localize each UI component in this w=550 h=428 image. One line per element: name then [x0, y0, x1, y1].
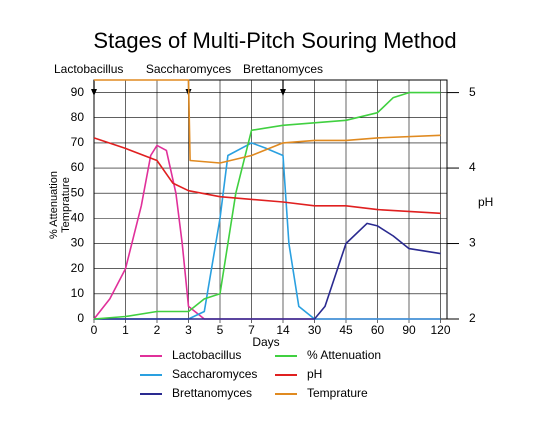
- y-tick-label: 80: [71, 110, 85, 124]
- y2-tick-label: 4: [469, 160, 476, 174]
- y-axis-label: % Attenuation: [48, 171, 60, 239]
- legend-label: Saccharomyces: [172, 367, 257, 381]
- plot-frame: [93, 79, 448, 320]
- y-tick-label: 40: [71, 211, 85, 225]
- y2-tick-label: 3: [469, 236, 476, 250]
- x-tick-label: 14: [276, 323, 290, 337]
- legend-label: % Attenuation: [307, 348, 381, 362]
- x-tick-label: 7: [248, 323, 255, 337]
- y2-axis-label: pH: [478, 195, 493, 209]
- line: [94, 79, 441, 164]
- x-tick-label: 60: [371, 323, 385, 337]
- y-tick-label: 60: [71, 160, 85, 174]
- line: [94, 142, 441, 320]
- x-tick-label: 5: [217, 323, 224, 337]
- x-tick-label: 45: [339, 323, 353, 337]
- y-tick-label: 70: [71, 135, 85, 149]
- x-tick-label: 90: [402, 323, 416, 337]
- chart-title: Stages of Multi-Pitch Souring Method: [93, 28, 456, 53]
- legend-label: pH: [307, 367, 322, 381]
- legend-label: Lactobacillus: [172, 348, 241, 362]
- x-tick-label: 3: [185, 323, 192, 337]
- annotation: Lactobacillus: [54, 62, 123, 76]
- y-tick-label: 20: [71, 261, 85, 275]
- legend-label: Temprature: [307, 386, 368, 400]
- annotation-arrowhead: [280, 89, 286, 96]
- y-tick-label: 0: [77, 311, 84, 325]
- y2-tick-label: 5: [469, 85, 476, 99]
- x-tick-label: 1: [122, 323, 129, 337]
- line: [93, 137, 441, 215]
- annotation-arrowhead: [91, 89, 97, 96]
- y-tick-label: 50: [71, 185, 85, 199]
- line: [94, 222, 441, 320]
- legend-label: Brettanomyces: [172, 386, 252, 400]
- x-tick-label: 30: [308, 323, 322, 337]
- x-axis-label: Days: [252, 335, 279, 349]
- x-tick-label: 0: [91, 323, 98, 337]
- line: [93, 91, 441, 320]
- annotation: Brettanomyces: [243, 62, 323, 76]
- y-tick-label: 90: [71, 85, 85, 99]
- y2-tick-label: 2: [469, 311, 476, 325]
- x-tick-label: 120: [430, 323, 450, 337]
- x-tick-label: 2: [154, 323, 161, 337]
- y-axis-label: Temprature: [60, 177, 72, 233]
- annotation: Saccharomyces: [146, 62, 231, 76]
- y-tick-label: 30: [71, 236, 85, 250]
- y-tick-label: 10: [71, 286, 85, 300]
